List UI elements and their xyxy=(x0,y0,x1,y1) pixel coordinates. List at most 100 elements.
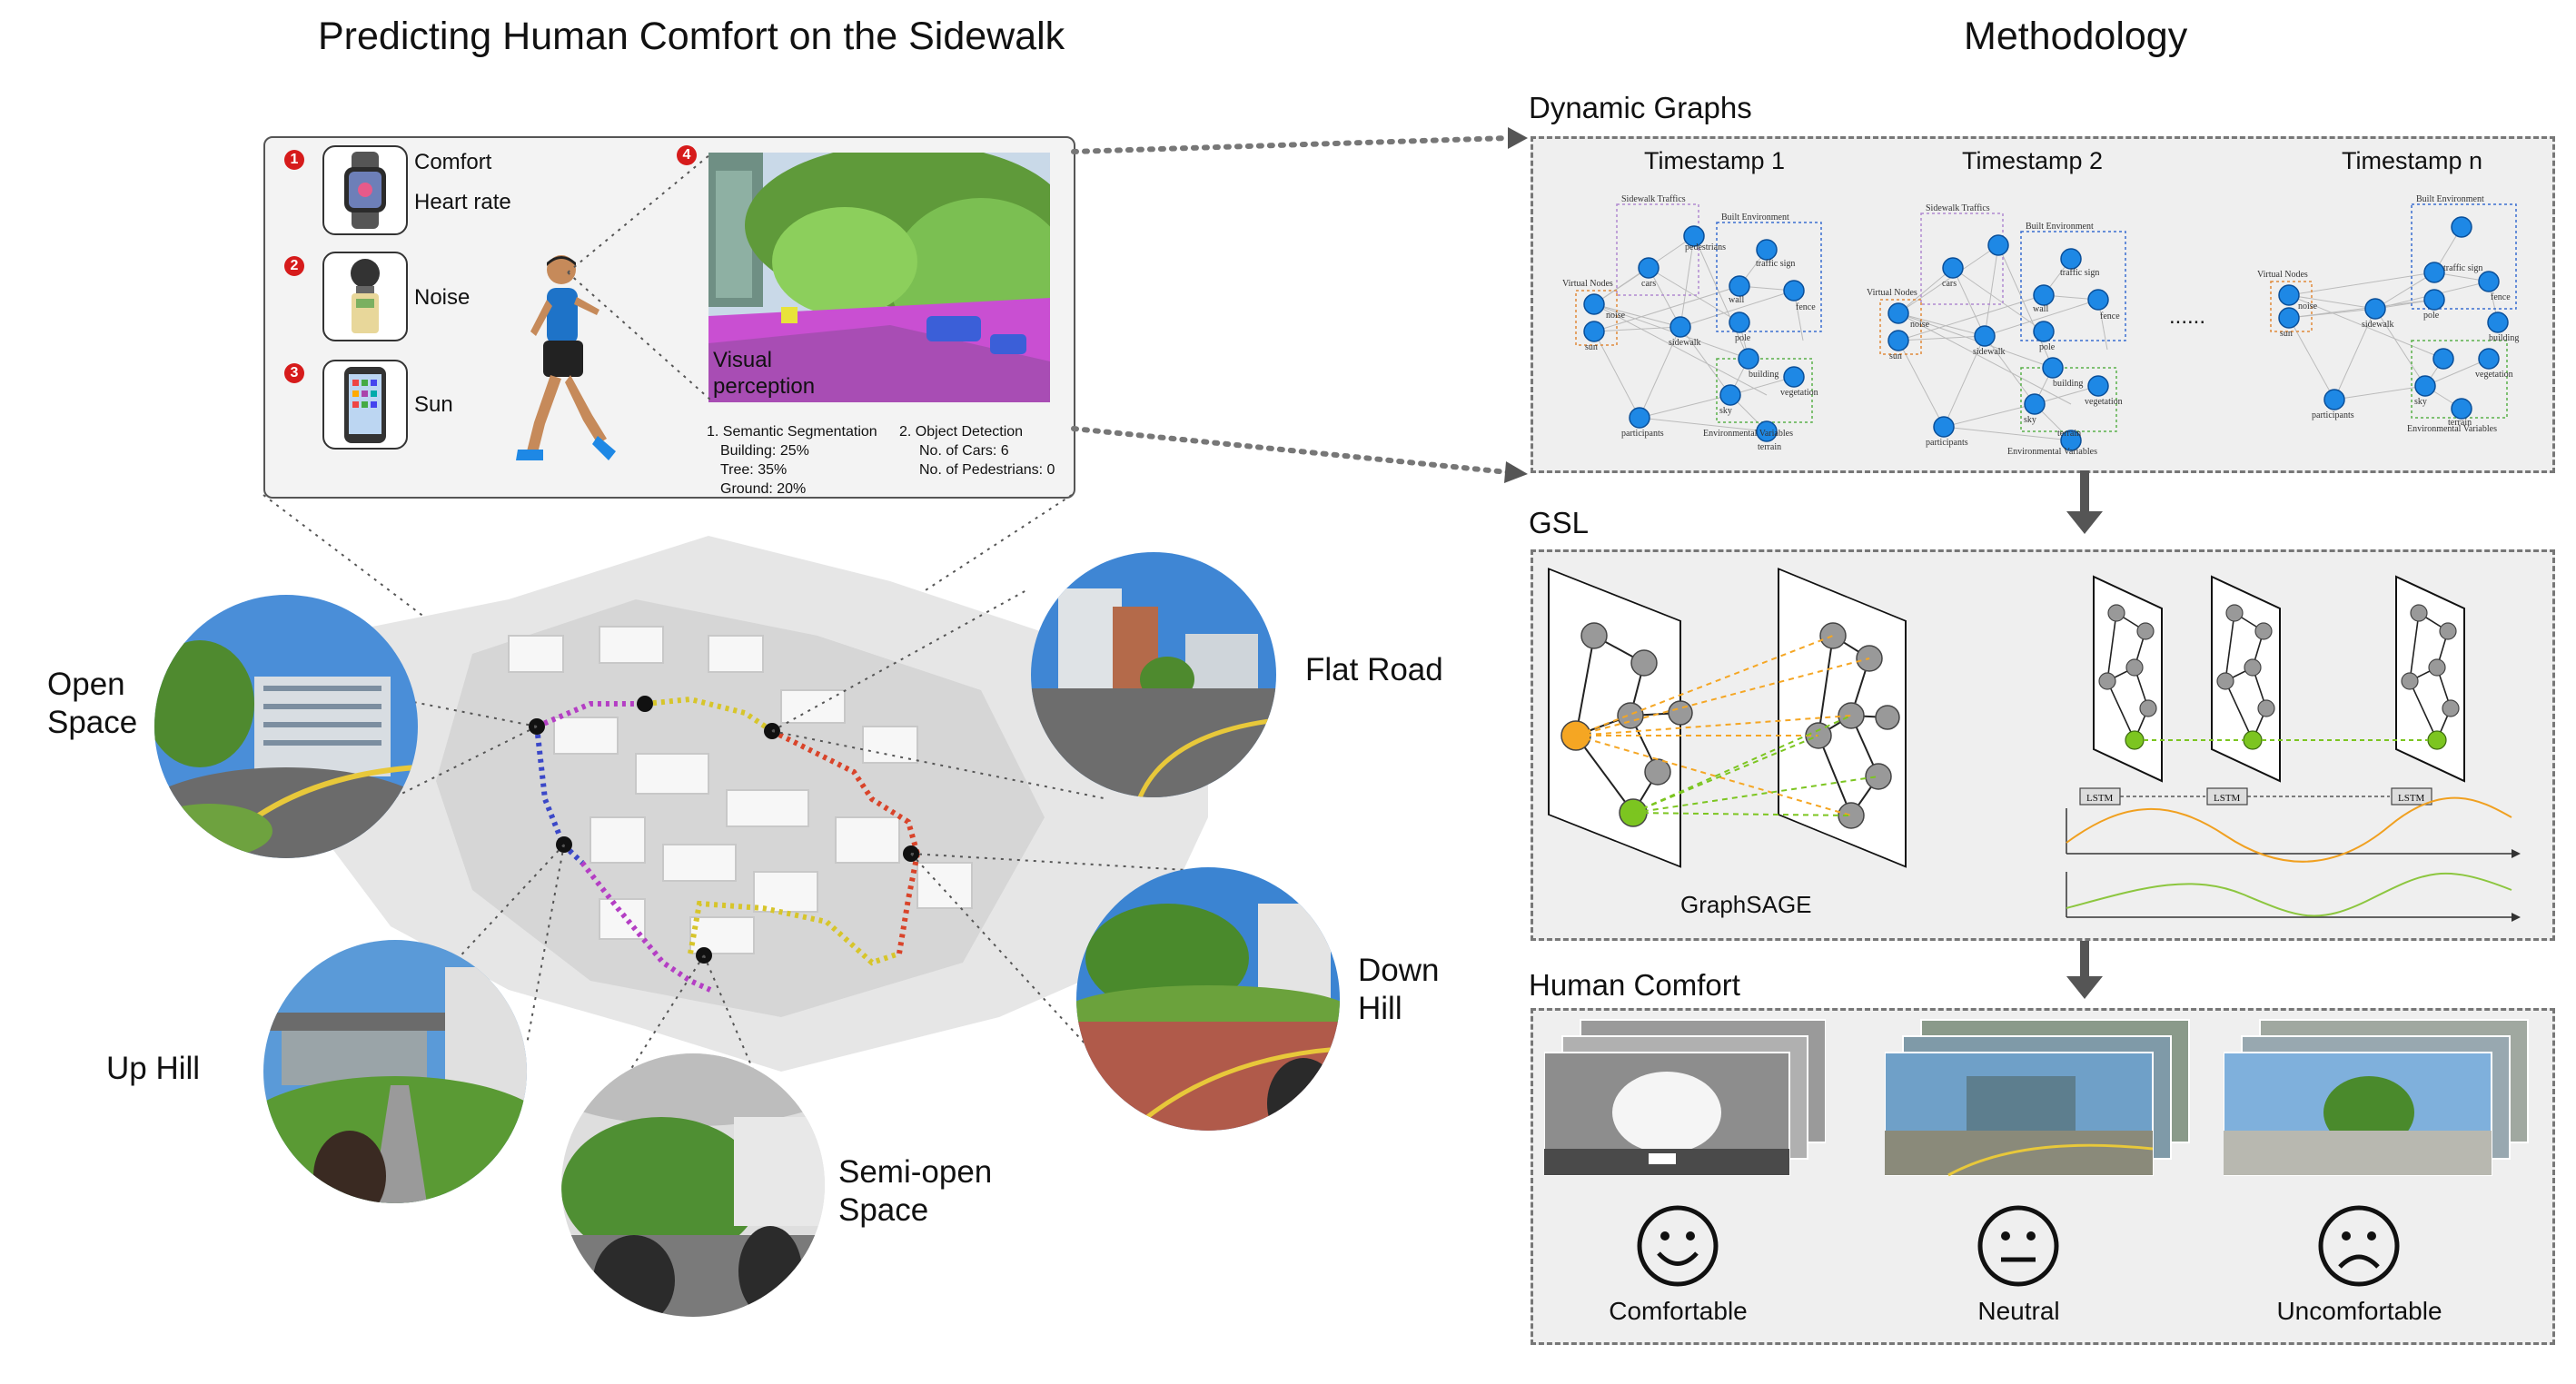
svg-text:wall: wall xyxy=(1729,295,1744,305)
right-title: Methodology xyxy=(1964,15,2188,58)
svg-text:pole: pole xyxy=(1735,333,1751,343)
svg-text:noise: noise xyxy=(2298,302,2318,311)
sensor-number-1: 1 xyxy=(284,150,304,170)
svg-text:participants: participants xyxy=(1926,438,1968,448)
svg-text:cars: cars xyxy=(1641,279,1656,289)
svg-text:sun: sun xyxy=(1889,351,1902,361)
svg-text:participants: participants xyxy=(1621,429,1664,439)
segmentation-heading: 1. Semantic Segmentation xyxy=(707,424,877,440)
panel-to-graphs-arrows xyxy=(1071,127,1528,483)
left-title: Predicting Human Comfort on the Sidewalk xyxy=(318,15,1065,58)
svg-text:traffic sign: traffic sign xyxy=(2443,263,2482,273)
svg-text:Virtual Nodes: Virtual Nodes xyxy=(1867,288,1917,298)
happy-face-icon xyxy=(1637,1205,1719,1287)
svg-text:traffic sign: traffic sign xyxy=(1756,259,1795,269)
detection-item: No. of Cars: 6 xyxy=(919,443,1009,459)
svg-text:noise: noise xyxy=(1910,320,1930,330)
timestamp-n-label: Timestamp n xyxy=(2342,147,2483,174)
svg-text:vegetation: vegetation xyxy=(2085,397,2123,407)
photo-down-hill xyxy=(1076,867,1340,1131)
gsl-diagram: GraphSAGE LSTM LSTM LSTM xyxy=(1548,568,2521,922)
comfortable-label: Comfortable xyxy=(1609,1297,1748,1325)
sensor-number-4: 4 xyxy=(677,145,697,165)
dynamic-graph-n: Built Environment Virtual Nodes Environm… xyxy=(2257,194,2519,434)
sad-face-icon xyxy=(2318,1205,2400,1287)
svg-text:fence: fence xyxy=(1796,302,1816,312)
svg-text:noise: noise xyxy=(1606,311,1626,321)
human-comfort-heading: Human Comfort xyxy=(1529,968,1740,1002)
svg-text:sun: sun xyxy=(1585,342,1598,352)
svg-text:LSTM: LSTM xyxy=(2214,793,2241,804)
detection-item: No. of Pedestrians: 0 xyxy=(919,462,1055,478)
timestamp-2-label: Timestamp 2 xyxy=(1962,147,2104,174)
sensor-number-2: 2 xyxy=(284,256,304,276)
down-hill-label: Down Hill xyxy=(1358,953,1440,1026)
uncomfortable-label: Uncomfortable xyxy=(2276,1297,2442,1325)
detection-block: 2. Object Detection No. of Cars: 6 No. o… xyxy=(899,422,1055,479)
segmented-street-photo xyxy=(708,153,1050,402)
svg-text:pedestrians: pedestrians xyxy=(1685,242,1726,252)
neutral-image-stack xyxy=(1885,1019,2190,1177)
smartwatch-icon xyxy=(322,145,408,235)
visual-perception-label: Visual perception xyxy=(713,348,816,399)
svg-text:fence: fence xyxy=(2491,292,2511,302)
lstm-cells xyxy=(2079,787,2432,806)
svg-text:sun: sun xyxy=(2280,329,2293,339)
svg-text:vegetation: vegetation xyxy=(1780,388,1818,398)
segmentation-item: Ground: 20% xyxy=(720,481,807,497)
svg-text:pole: pole xyxy=(2039,342,2056,352)
svg-text:Virtual Nodes: Virtual Nodes xyxy=(2257,270,2308,280)
svg-text:cars: cars xyxy=(1942,279,1957,289)
svg-text:building: building xyxy=(2489,333,2519,343)
svg-text:wall: wall xyxy=(2033,304,2048,314)
svg-text:sky: sky xyxy=(2414,397,2427,407)
walking-person-icon xyxy=(516,255,616,460)
sun-label: Sun xyxy=(414,392,453,417)
dynamic-graph-1: Sidewalk Traffics Built Environment Virt… xyxy=(1562,194,1822,452)
comfort-label: Comfort xyxy=(414,150,492,174)
neutral-label: Neutral xyxy=(1977,1297,2060,1325)
svg-text:pole: pole xyxy=(2423,311,2440,321)
comfortable-image-stack xyxy=(1544,1019,1826,1176)
svg-text:terrain: terrain xyxy=(1758,442,1781,452)
svg-text:Environmental Variables: Environmental Variables xyxy=(2007,447,2097,457)
smartphone-icon xyxy=(322,360,408,450)
svg-text:sidewalk: sidewalk xyxy=(1973,347,2006,357)
svg-text:sidewalk: sidewalk xyxy=(2362,320,2394,330)
group-label-built-environment: Built Environment xyxy=(1721,213,1789,222)
sensor-number-3: 3 xyxy=(284,363,304,383)
neutral-face-icon xyxy=(1977,1205,2059,1287)
svg-text:sky: sky xyxy=(2024,415,2036,425)
open-space-label: Open Space xyxy=(47,667,138,740)
noise-meter-icon xyxy=(322,252,408,341)
flat-road-label: Flat Road xyxy=(1305,652,1443,687)
detection-heading: 2. Object Detection xyxy=(899,424,1024,440)
heart-rate-label: Heart rate xyxy=(414,190,511,214)
dynamic-graph-2: Sidewalk Traffics Built Environment Virt… xyxy=(1867,203,2126,457)
up-hill-label: Up Hill xyxy=(106,1051,201,1086)
svg-text:terrain: terrain xyxy=(2448,418,2472,428)
graphsage-label: GraphSAGE xyxy=(1680,891,1812,918)
graphs-ellipsis: ...... xyxy=(2169,304,2206,329)
svg-text:sidewalk: sidewalk xyxy=(1669,338,1701,348)
svg-text:building: building xyxy=(1749,370,1778,380)
svg-text:building: building xyxy=(2053,379,2083,389)
group-label-environmental-variables: Environmental Variables xyxy=(1703,429,1793,439)
svg-text:participants: participants xyxy=(2312,410,2354,420)
photo-open-space xyxy=(154,595,418,858)
left-map-layer xyxy=(263,153,1218,1136)
dynamic-graphs-heading: Dynamic Graphs xyxy=(1529,91,1752,124)
svg-text:traffic sign: traffic sign xyxy=(2060,268,2099,278)
down-arrow-icon xyxy=(2066,935,2103,999)
semi-open-space-label: Semi-open Space xyxy=(838,1154,993,1228)
group-label-virtual-nodes: Virtual Nodes xyxy=(1562,279,1613,289)
svg-text:Built Environment: Built Environment xyxy=(2416,194,2484,204)
segmentation-block: 1. Semantic Segmentation Building: 25% T… xyxy=(707,422,877,499)
uncomfortable-image-stack xyxy=(2224,1019,2529,1176)
svg-text:LSTM: LSTM xyxy=(2398,793,2425,804)
svg-text:Sidewalk Traffics: Sidewalk Traffics xyxy=(1926,203,1990,213)
noise-label: Noise xyxy=(414,285,471,310)
photo-flat-road xyxy=(1031,552,1276,797)
svg-text:Built Environment: Built Environment xyxy=(2026,222,2094,232)
gsl-box xyxy=(1531,549,2555,941)
